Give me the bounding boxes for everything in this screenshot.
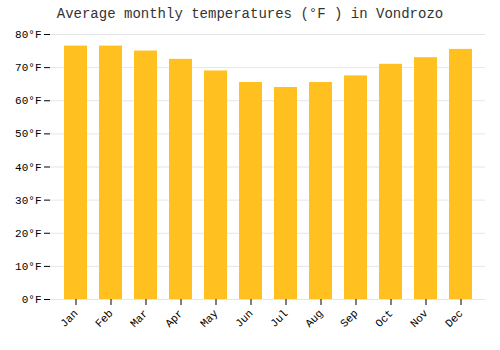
svg-text:0°F: 0°F [22,294,42,306]
svg-text:Feb: Feb [93,307,115,329]
svg-text:Jun: Jun [233,307,255,329]
svg-text:Apr: Apr [163,307,185,329]
svg-text:Mar: Mar [128,307,150,329]
svg-text:70°F: 70°F [15,62,41,74]
svg-text:10°F: 10°F [15,261,41,273]
svg-text:80°F: 80°F [15,29,41,41]
svg-text:Dec: Dec [443,307,465,329]
svg-text:40°F: 40°F [15,162,41,174]
svg-text:Jan: Jan [58,307,80,329]
svg-text:Oct: Oct [373,307,395,329]
svg-text:30°F: 30°F [15,195,41,207]
svg-text:May: May [198,307,221,330]
html-text:Average monthly temperatures (: Average monthly temperatures (°F ) in Vo… [56,6,444,22]
svg-text:Aug: Aug [303,307,325,329]
svg-text:Nov: Nov [408,307,431,330]
svg-text:60°F: 60°F [15,95,41,107]
svg-text:Sep: Sep [338,307,360,329]
svg-text:50°F: 50°F [15,128,41,140]
svg-text:Jul: Jul [268,307,290,329]
svg-text:20°F: 20°F [15,228,41,240]
